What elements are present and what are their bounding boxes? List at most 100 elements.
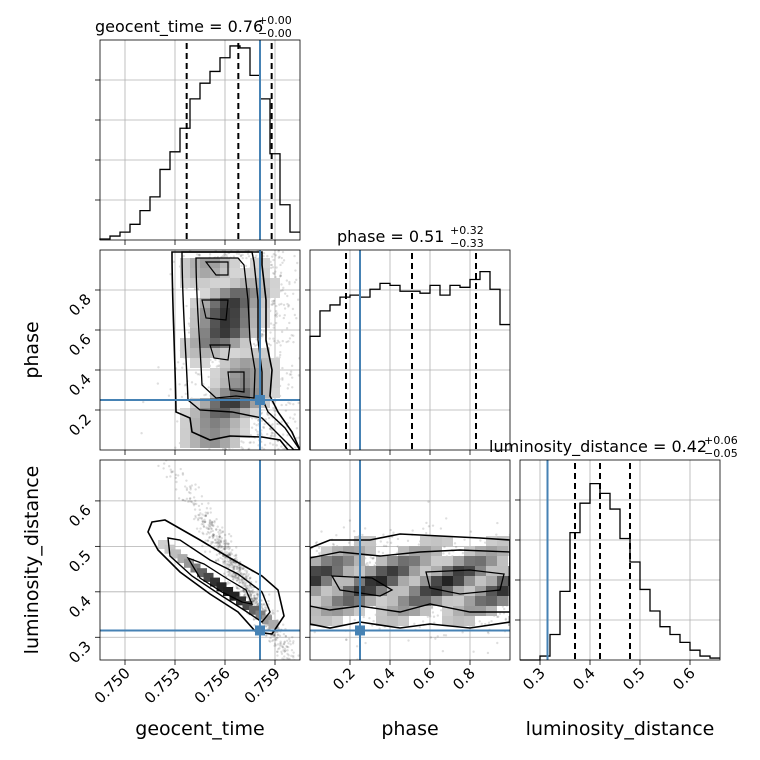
panel-geocent-time-vs-luminosity-distance-density-cell bbox=[171, 549, 181, 559]
panel-geocent-time-vs-phase-density-cell bbox=[220, 278, 230, 288]
panel-geocent-time-vs-luminosity-distance-sample-382 bbox=[219, 539, 222, 542]
panel-geocent-time-vs-luminosity-distance-sample-473 bbox=[228, 552, 232, 555]
panel-geocent-time-vs-luminosity-distance-sample-705 bbox=[241, 589, 245, 592]
panel-geocent-time-vs-luminosity-distance-sample-689 bbox=[229, 559, 232, 562]
panel-geocent-time-vs-luminosity-distance-sample-634 bbox=[248, 590, 252, 594]
panel-geocent-time-vs-luminosity-distance-sample-443 bbox=[202, 525, 206, 529]
panel-geocent-time-vs-phase-sample-894 bbox=[278, 341, 281, 344]
panel-geocent-time-vs-phase-sample-854 bbox=[242, 441, 245, 444]
panel-geocent-time-vs-luminosity-distance-sample-398 bbox=[276, 609, 279, 613]
panel-geocent-time-vs-phase-sample-139 bbox=[169, 273, 172, 276]
panel-geocent-time-vs-phase-density-cell bbox=[230, 438, 240, 448]
panel-geocent-time-vs-phase-sample-1070 bbox=[295, 317, 298, 320]
panel-phase-vs-luminosity-distance-density-cell bbox=[365, 546, 376, 556]
panel-phase-vs-luminosity-distance-sample-78 bbox=[372, 619, 375, 623]
panel-geocent-time-vs-luminosity-distance-sample-121 bbox=[253, 603, 256, 606]
panel-geocent-time-vs-phase-sample-267 bbox=[285, 443, 288, 447]
panel-geocent-time-vs-luminosity-distance-sample-784 bbox=[241, 581, 245, 584]
panel-geocent-time-vs-luminosity-distance-sample-94 bbox=[175, 488, 178, 491]
panel-geocent-time-vs-luminosity-distance-density-cell bbox=[223, 587, 233, 596]
panel-geocent-time-vs-luminosity-distance-sample-814 bbox=[181, 498, 184, 502]
panel-phase-vs-luminosity-distance-sample-1091 bbox=[317, 552, 321, 555]
panel-geocent-time-vs-luminosity-distance-sample-867 bbox=[193, 508, 197, 511]
panel-geocent-time-vs-phase-density-cell bbox=[240, 318, 250, 328]
panel-geocent-time-vs-phase-sample-718 bbox=[266, 432, 269, 436]
phase-xtick-label-0: 0.2 bbox=[329, 664, 359, 694]
panel-geocent-time-vs-luminosity-distance-sample-251 bbox=[296, 675, 298, 677]
panel-phase-vs-luminosity-distance-sample-1035 bbox=[382, 544, 386, 548]
panel-geocent-time-vs-luminosity-distance-sample-204 bbox=[215, 544, 219, 547]
panel-geocent-time-vs-phase-density-cell bbox=[250, 348, 260, 358]
panel-geocent-time-vs-phase-sample-416 bbox=[260, 419, 264, 422]
panel-geocent-time-vs-luminosity-distance-sample-599 bbox=[235, 579, 239, 583]
panel-geocent-time-vs-luminosity-distance-sample-696 bbox=[188, 497, 192, 501]
panel-geocent-time-vs-luminosity-distance-sample-756 bbox=[228, 570, 231, 573]
panel-geocent-time-vs-luminosity-distance-sample-480 bbox=[252, 599, 255, 602]
panel-phase-vs-luminosity-distance-density-cell bbox=[365, 576, 376, 586]
panel-phase-vs-luminosity-distance-density-cell bbox=[453, 586, 464, 596]
panel-geocent-time-vs-luminosity-distance-sample-102 bbox=[263, 608, 267, 611]
panel-geocent-time-vs-luminosity-distance-sample-344 bbox=[214, 541, 217, 545]
panel-geocent-time-vs-phase-sample-211 bbox=[217, 364, 220, 367]
panel-geocent-time-vs-luminosity-distance-sample-526 bbox=[241, 581, 245, 585]
panel-geocent-time-vs-phase-sample-626 bbox=[275, 304, 278, 308]
panel-geocent-time-vs-luminosity-distance-sample-163 bbox=[255, 597, 258, 601]
panel-geocent-time-vs-luminosity-distance-sample-282 bbox=[292, 656, 295, 659]
panel-geocent-time-vs-phase-sample-757 bbox=[298, 357, 300, 360]
panel-phase-vs-luminosity-distance-density-cell bbox=[398, 546, 409, 556]
panel-phase-vs-luminosity-distance-sample-1095 bbox=[472, 650, 475, 653]
panel-geocent-time-vs-luminosity-distance-sample-430 bbox=[292, 671, 294, 673]
panel-geocent-time-vs-luminosity-distance-sample-602 bbox=[227, 573, 231, 576]
panel-phase-vs-luminosity-distance-sample-256 bbox=[436, 614, 440, 617]
panel-geocent-time-vs-phase-sample-296 bbox=[292, 403, 295, 406]
panel-geocent-time-vs-luminosity-distance-sample-470 bbox=[240, 572, 243, 575]
panel-geocent-time-vs-phase-sample-1012 bbox=[303, 439, 305, 441]
panel-geocent-time-vs-phase-sample-137 bbox=[214, 358, 217, 361]
panel-geocent-time-vs-luminosity-distance-sample-425 bbox=[244, 582, 247, 585]
panel-geocent-time-vs-phase-density-cell bbox=[230, 298, 240, 308]
panel-geocent-time-vs-phase-density-cell bbox=[200, 428, 210, 438]
panel-geocent-time-vs-phase-sample-555 bbox=[224, 447, 228, 450]
panel-geocent-time-vs-phase-density-cell bbox=[230, 388, 240, 398]
panel-phase-vs-luminosity-distance-sample-45 bbox=[478, 620, 481, 623]
panel-geocent-time-vs-phase-sample-721 bbox=[275, 266, 278, 269]
panel-geocent-time-vs-phase-sample-526 bbox=[266, 413, 270, 417]
luminosity_distance-xtick-label-1: 0.4 bbox=[569, 664, 599, 694]
panel-geocent-time-vs-luminosity-distance-sample-392 bbox=[215, 541, 218, 544]
panel-geocent-time-vs-luminosity-distance-sample-766 bbox=[227, 542, 230, 546]
panel-geocent-time-vs-luminosity-distance-sample-835 bbox=[232, 565, 235, 569]
panel-geocent-time-vs-phase-sample-1043 bbox=[281, 339, 284, 343]
panel-geocent-time-vs-luminosity-distance-sample-22 bbox=[249, 593, 253, 596]
panel-geocent-time-vs-phase-sample-911 bbox=[280, 445, 283, 448]
panel-geocent-time-vs-luminosity-distance-sample-172 bbox=[252, 618, 256, 621]
panel-geocent-time-vs-luminosity-distance-sample-331 bbox=[223, 547, 226, 551]
panel-geocent-time-vs-phase-sample-450 bbox=[272, 302, 276, 305]
panel-geocent-time-vs-phase-sample-663 bbox=[272, 323, 275, 327]
panel-geocent-time-vs-luminosity-distance-sample-328 bbox=[226, 542, 229, 546]
panel-geocent-time-vs-phase-density-cell bbox=[220, 348, 230, 358]
panel-geocent-time-vs-phase-density-cell bbox=[210, 378, 220, 388]
panel-phase-vs-luminosity-distance-density-cell bbox=[376, 556, 387, 566]
panel-geocent-time-vs-luminosity-distance-sample-472 bbox=[206, 539, 210, 542]
panel-geocent-time-vs-luminosity-distance-sample-276 bbox=[227, 553, 230, 557]
panel-geocent-time-vs-phase-density-cell bbox=[190, 298, 200, 308]
panel-geocent-time-vs-luminosity-distance-sample-882 bbox=[272, 638, 275, 642]
panel-geocent-time-vs-luminosity-distance-sample-277 bbox=[242, 572, 246, 576]
panel-geocent-time-vs-luminosity-distance-sample-534 bbox=[236, 570, 239, 573]
panel-phase-vs-luminosity-distance-sample-40 bbox=[407, 639, 410, 642]
panel-geocent-time-vs-phase-sample-476 bbox=[180, 395, 184, 399]
panel-phase-vs-luminosity-distance-sample-622 bbox=[389, 541, 393, 545]
panel-geocent-time-vs-phase-density-cell bbox=[190, 338, 200, 348]
panel-geocent-time-vs-phase-sample-251 bbox=[262, 426, 266, 430]
panel-geocent-time-vs-phase-density-cell bbox=[250, 278, 260, 288]
panel-geocent-time-vs-phase-density-cell bbox=[200, 298, 210, 308]
panel-phase-vs-luminosity-distance-density-cell bbox=[475, 576, 486, 586]
panel-geocent-time-vs-luminosity-distance-sample-161 bbox=[245, 571, 248, 575]
panel-geocent-time-vs-luminosity-distance-sample-826 bbox=[228, 558, 232, 562]
panel-phase-vs-luminosity-distance-density-cell bbox=[464, 576, 475, 586]
panel-geocent-time-vs-phase-sample-152 bbox=[245, 256, 248, 260]
panel-geocent-time-vs-phase-density-cell bbox=[220, 358, 230, 368]
panel-geocent-time-vs-luminosity-distance-sample-418 bbox=[225, 562, 228, 566]
panel-geocent-time-vs-phase-density-cell bbox=[220, 408, 230, 418]
panel-geocent-time-vs-luminosity-distance-sample-233 bbox=[276, 650, 279, 653]
